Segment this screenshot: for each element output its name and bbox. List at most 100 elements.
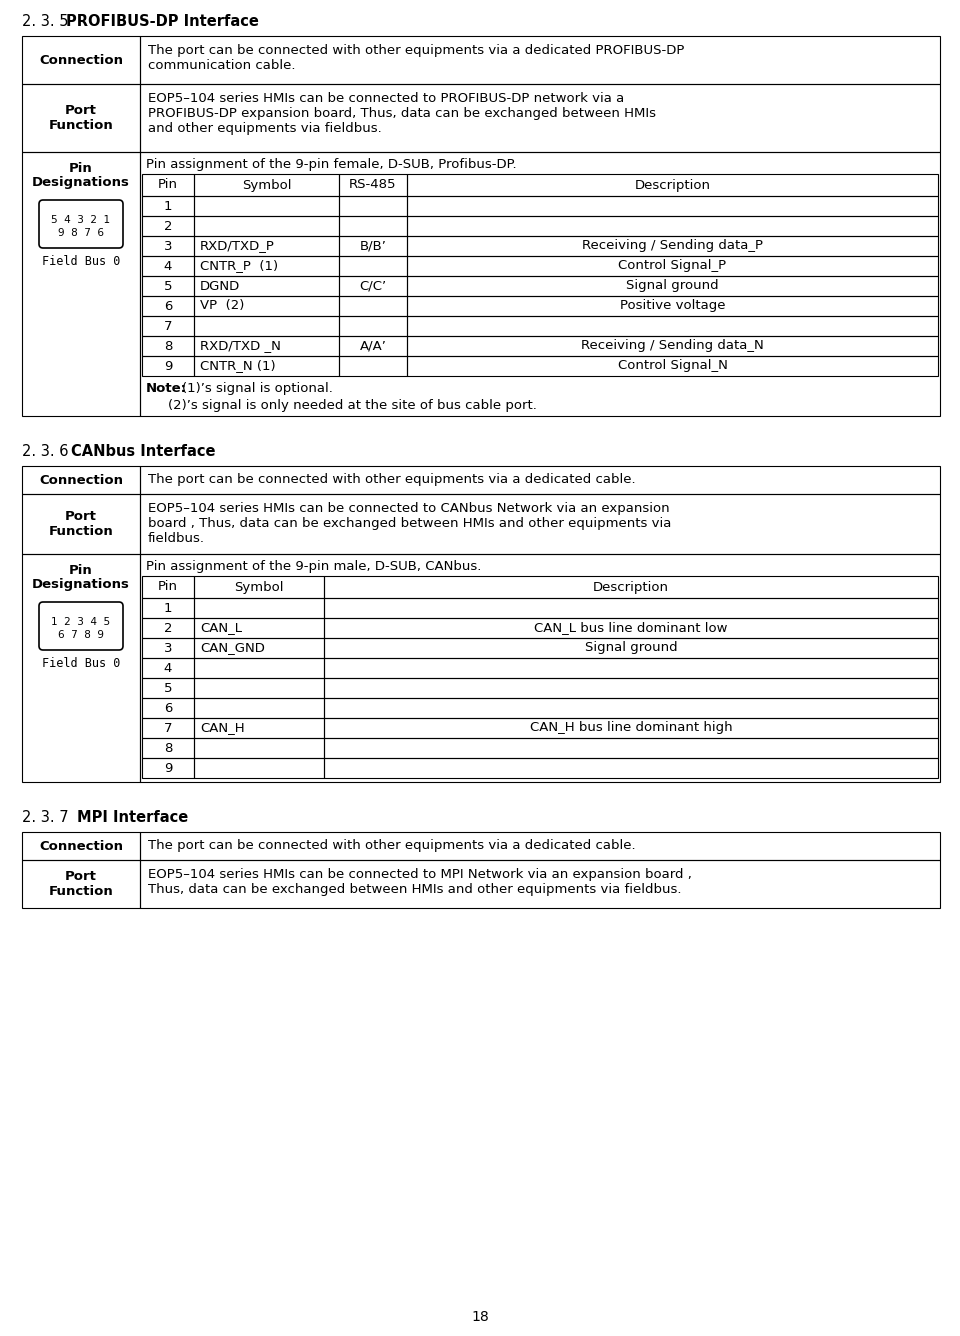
Text: 6: 6 <box>164 701 172 715</box>
Text: Designations: Designations <box>32 578 130 591</box>
Bar <box>339 216 407 236</box>
Bar <box>194 619 324 639</box>
Bar <box>407 216 938 236</box>
Text: Port
Function: Port Function <box>49 104 113 132</box>
Text: EOP5–104 series HMIs can be connected to MPI Network via an expansion board ,
Th: EOP5–104 series HMIs can be connected to… <box>148 868 692 896</box>
Bar <box>142 317 194 335</box>
Bar <box>194 297 339 317</box>
Bar <box>142 697 194 717</box>
Text: Pin: Pin <box>158 581 178 593</box>
Bar <box>194 758 324 778</box>
Text: Receiving / Sending data_P: Receiving / Sending data_P <box>582 239 763 253</box>
Text: 2: 2 <box>164 621 172 635</box>
Text: 3: 3 <box>164 641 172 655</box>
Text: Signal ground: Signal ground <box>585 641 678 655</box>
Bar <box>194 639 324 659</box>
Bar <box>194 335 339 355</box>
Text: Designations: Designations <box>32 176 130 188</box>
Text: CAN_L bus line dominant low: CAN_L bus line dominant low <box>535 621 728 635</box>
Bar <box>140 84 940 152</box>
Text: Signal ground: Signal ground <box>626 279 719 293</box>
Text: 6  7  8  9: 6 7 8 9 <box>58 631 104 640</box>
Text: CAN_H: CAN_H <box>200 721 245 735</box>
Text: Symbol: Symbol <box>242 179 291 191</box>
Bar <box>194 174 339 196</box>
Bar <box>22 554 140 782</box>
Bar <box>194 317 339 335</box>
Bar <box>324 737 938 758</box>
Text: 8: 8 <box>164 741 172 755</box>
Bar <box>194 236 339 257</box>
Bar <box>324 717 938 737</box>
Text: 2. 3. 5: 2. 3. 5 <box>22 13 73 29</box>
Bar <box>142 216 194 236</box>
Bar <box>324 619 938 639</box>
Bar <box>407 174 938 196</box>
Text: Positive voltage: Positive voltage <box>620 299 725 313</box>
Text: Symbol: Symbol <box>234 581 284 593</box>
Text: CNTR_N (1): CNTR_N (1) <box>200 359 276 373</box>
Bar <box>407 277 938 297</box>
Bar <box>142 717 194 737</box>
Text: Receiving / Sending data_N: Receiving / Sending data_N <box>581 339 764 353</box>
Text: 5  4  3  2  1: 5 4 3 2 1 <box>52 215 110 224</box>
Bar <box>22 832 140 860</box>
Text: A/A’: A/A’ <box>360 339 387 353</box>
Text: Note:: Note: <box>146 382 187 395</box>
Bar <box>324 576 938 599</box>
Bar <box>339 297 407 317</box>
Bar <box>194 677 324 697</box>
Bar <box>142 196 194 216</box>
Text: 3: 3 <box>164 239 172 253</box>
Bar <box>407 355 938 375</box>
Bar <box>324 659 938 677</box>
Text: Pin: Pin <box>158 179 178 191</box>
Bar <box>140 36 940 84</box>
Bar <box>324 599 938 619</box>
Text: 4: 4 <box>164 661 172 675</box>
Text: Port
Function: Port Function <box>49 870 113 898</box>
Bar <box>142 677 194 697</box>
Bar <box>324 697 938 717</box>
Bar <box>142 174 194 196</box>
Bar <box>22 152 140 415</box>
Bar <box>194 599 324 619</box>
Text: RXD/TXD _N: RXD/TXD _N <box>200 339 281 353</box>
Text: CANbus Interface: CANbus Interface <box>71 444 216 460</box>
Text: 7: 7 <box>164 721 172 735</box>
Bar <box>407 236 938 257</box>
Text: 4: 4 <box>164 259 172 273</box>
Bar <box>407 297 938 317</box>
Text: (2)’s signal is only needed at the site of bus cable port.: (2)’s signal is only needed at the site … <box>168 399 537 411</box>
Bar <box>140 832 940 860</box>
Bar <box>22 494 140 554</box>
Text: 8: 8 <box>164 339 172 353</box>
Text: 1: 1 <box>164 601 172 615</box>
Bar <box>339 277 407 297</box>
Text: Field Bus 0: Field Bus 0 <box>42 255 120 269</box>
Bar <box>142 257 194 277</box>
Text: 2. 3. 6: 2. 3. 6 <box>22 444 78 460</box>
Text: RXD/TXD_P: RXD/TXD_P <box>200 239 275 253</box>
Bar <box>22 84 140 152</box>
Bar <box>194 257 339 277</box>
Text: EOP5–104 series HMIs can be connected to PROFIBUS-DP network via a
PROFIBUS-DP e: EOP5–104 series HMIs can be connected to… <box>148 92 656 135</box>
Bar <box>22 466 140 494</box>
Bar <box>142 576 194 599</box>
Text: RS-485: RS-485 <box>349 179 396 191</box>
Bar <box>194 216 339 236</box>
Bar <box>407 257 938 277</box>
Bar <box>140 494 940 554</box>
Text: Pin: Pin <box>69 564 93 577</box>
Bar <box>142 355 194 375</box>
Text: Field Bus 0: Field Bus 0 <box>42 657 120 669</box>
Text: CNTR_P  (1): CNTR_P (1) <box>200 259 278 273</box>
Text: 9: 9 <box>164 359 172 373</box>
Text: 1  2  3  4  5: 1 2 3 4 5 <box>52 617 110 627</box>
Bar <box>407 335 938 355</box>
Bar <box>194 697 324 717</box>
Text: EOP5–104 series HMIs can be connected to CANbus Network via an expansion
board ,: EOP5–104 series HMIs can be connected to… <box>148 502 671 545</box>
Text: Pin assignment of the 9-pin male, D-SUB, CANbus.: Pin assignment of the 9-pin male, D-SUB,… <box>146 560 481 573</box>
Bar <box>142 236 194 257</box>
Text: 1: 1 <box>164 199 172 212</box>
